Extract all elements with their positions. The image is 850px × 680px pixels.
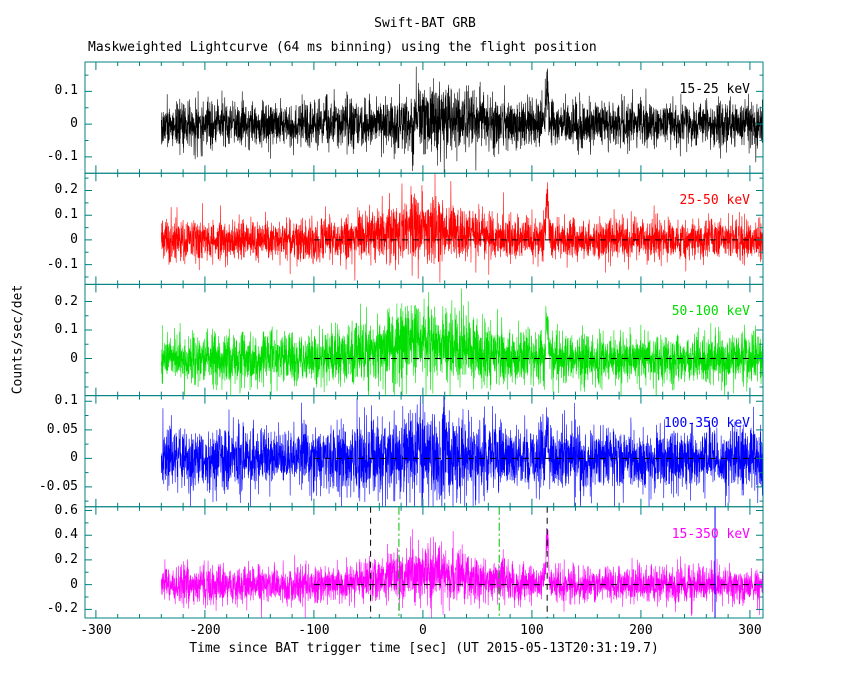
y-tick-label: 0.1 [54,207,78,223]
y-tick-label: -0.05 [38,478,78,494]
x-axis-label: Time since BAT trigger time [sec] (UT 20… [189,641,659,656]
y-tick-label: 0 [70,450,78,466]
y-tick-label: 0 [70,350,78,366]
y-tick-label: 0.2 [54,551,78,567]
y-tick-label: 0.1 [54,83,78,99]
y-tick-label: -0.1 [46,148,78,164]
panel-energy-label: 50-100 keV [671,304,750,320]
y-tick-label: 0 [70,116,78,132]
y-tick-label: 0.1 [54,393,78,409]
plot-subtitle: Maskweighted Lightcurve (64 ms binning) … [88,40,597,55]
y-tick-label: 0 [70,231,78,247]
y-tick-label: 0 [70,576,78,592]
y-tick-label: -0.1 [46,256,78,272]
x-tick-label: 100 [520,623,544,638]
panel-energy-label: 15-350 keV [671,526,750,542]
y-tick-label: 0.4 [54,527,78,543]
x-tick-label: -100 [298,623,330,638]
x-tick-label: 200 [629,623,653,638]
x-tick-label: 0 [418,623,427,638]
y-tick-label: 0.2 [54,293,78,309]
x-tick-label: -300 [80,623,112,638]
plot-title: Swift-BAT GRB [374,16,476,31]
y-tick-label: 0.05 [46,421,78,437]
panel-energy-label: 25-50 keV [679,193,750,209]
y-tick-label: 0.2 [54,182,78,198]
panel-energy-label: 100-350 keV [663,415,750,431]
x-tick-label: -200 [189,623,221,638]
x-tick-label: 300 [738,623,762,638]
y-tick-label: 0.6 [54,502,78,518]
y-tick-label: 0.1 [54,322,78,338]
y-tick-label: -0.2 [46,601,78,617]
panel-energy-label: 15-25 keV [679,82,750,97]
